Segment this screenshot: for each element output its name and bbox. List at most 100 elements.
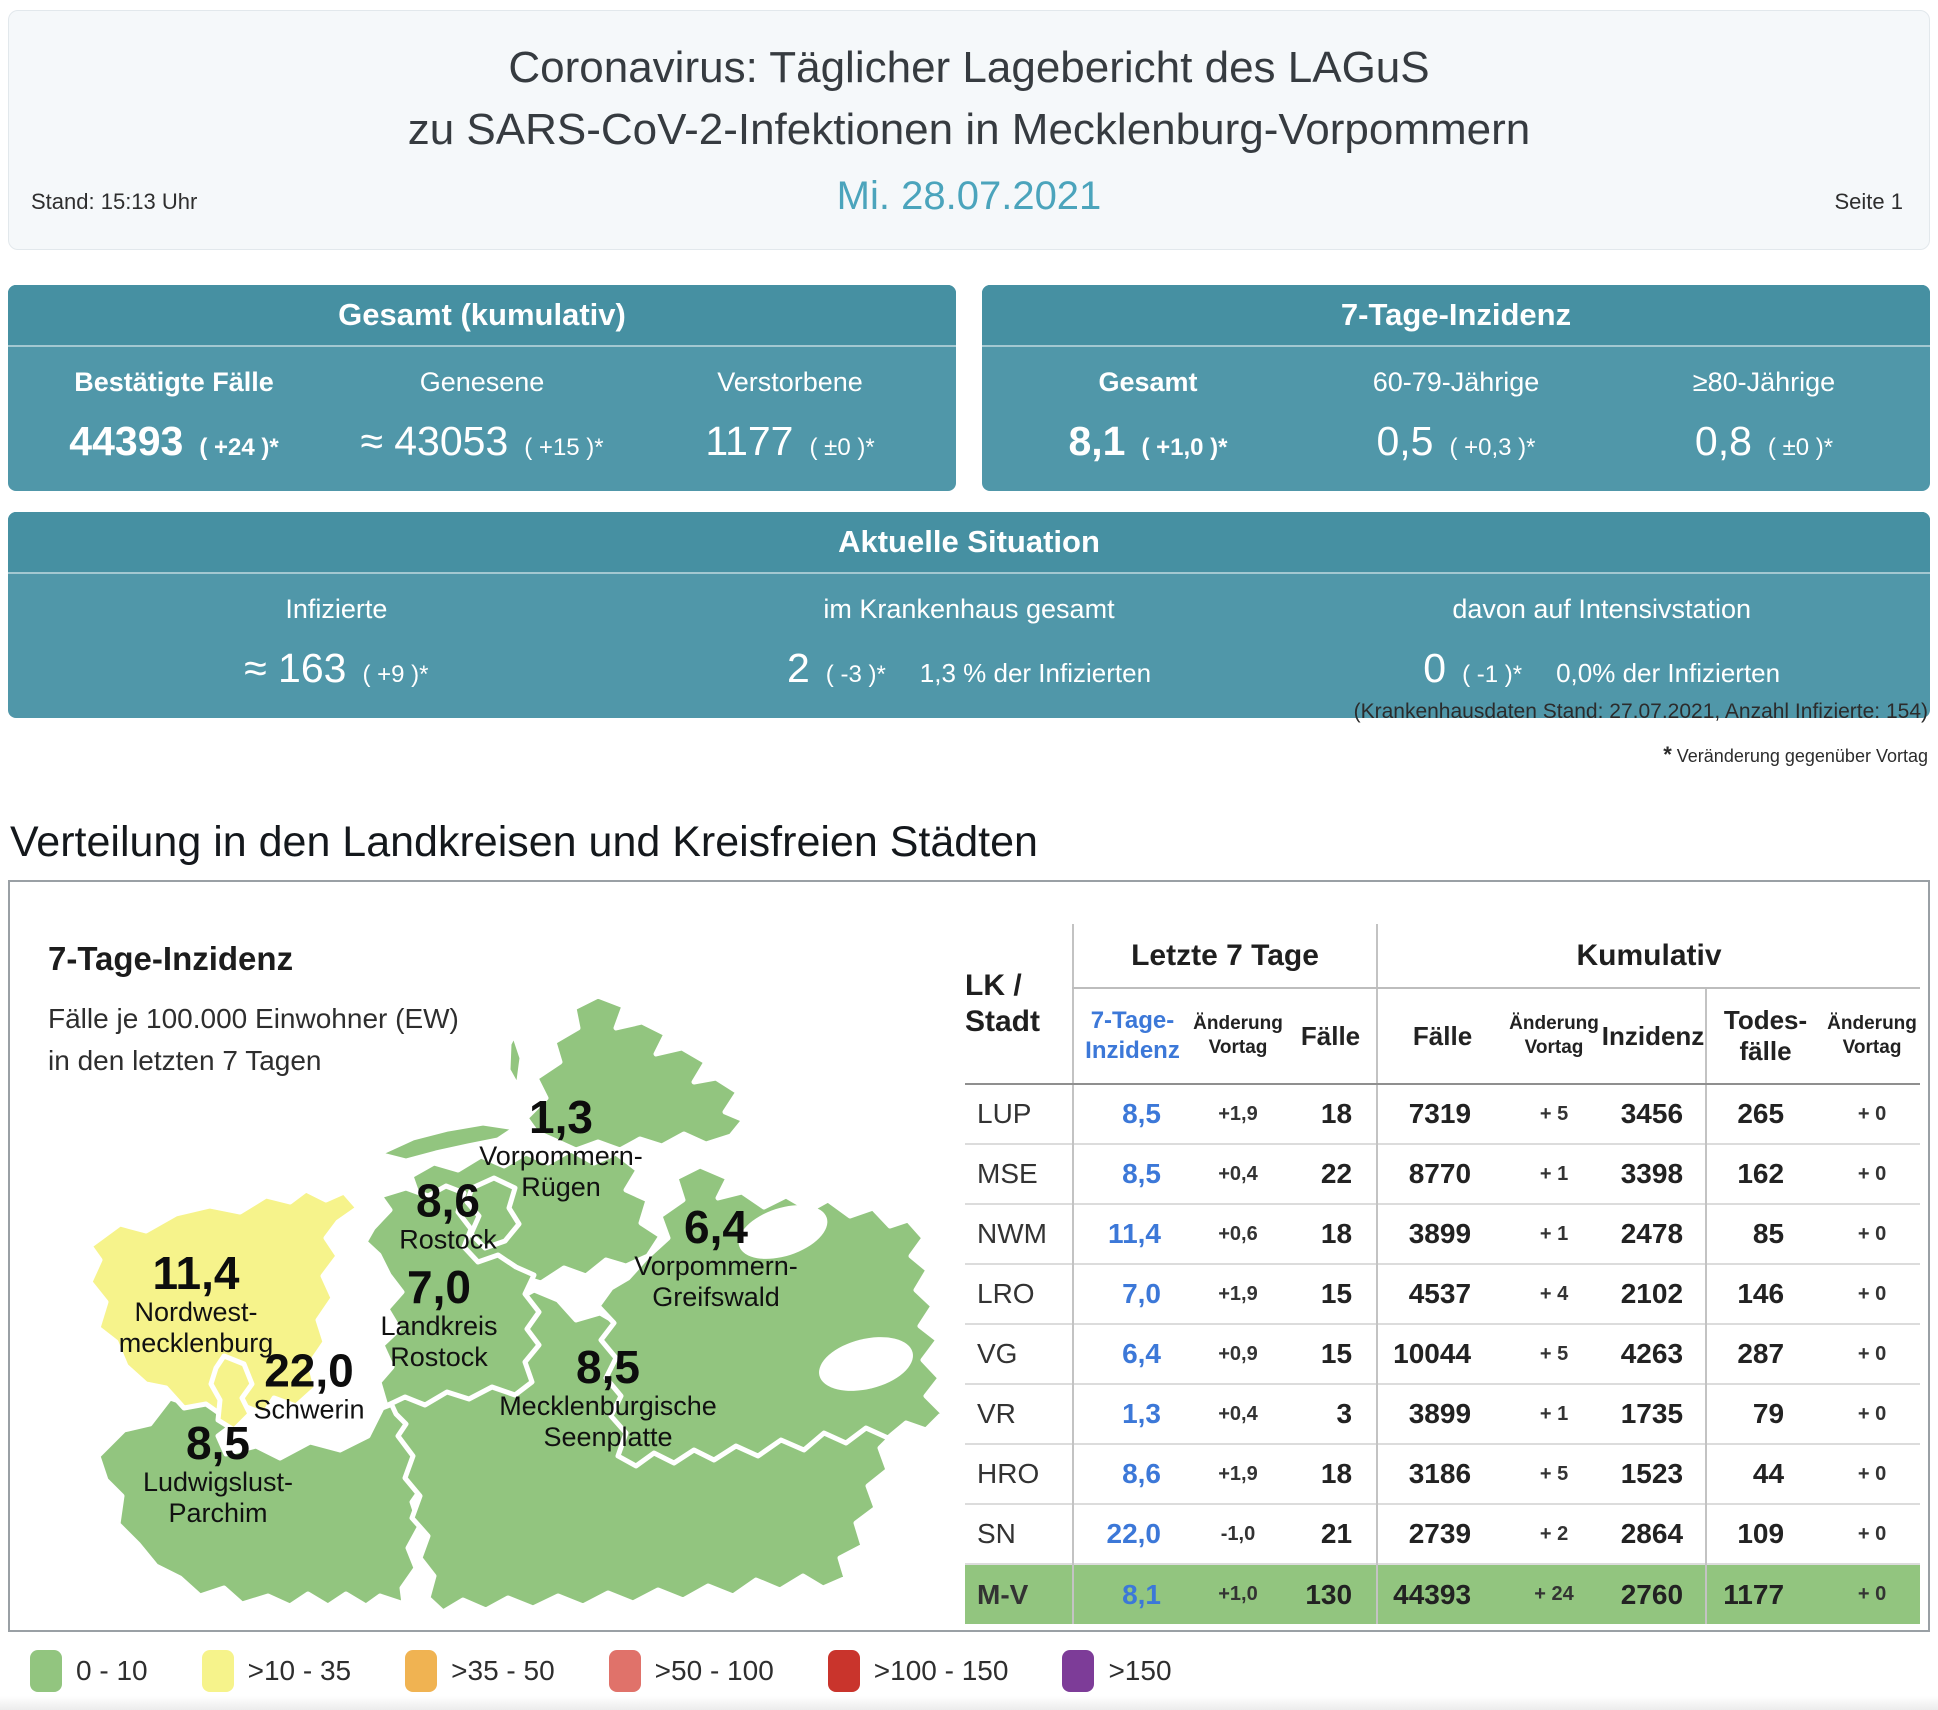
water-stettiner-haff	[819, 1337, 913, 1391]
stat-bestaetigte-faelle: Bestätigte Fälle 44393( +24 )*	[69, 367, 279, 464]
cell-incidence: 2478	[1620, 1218, 1684, 1249]
region-ruegen-island	[523, 993, 747, 1153]
col-header-todesfaelle: Todes- fälle	[1705, 988, 1825, 1085]
map-title: 7-Tage-Inzidenz	[48, 940, 294, 977]
cell-inz7: 6,4	[1072, 1324, 1191, 1384]
cell-chg7: +0,9	[1218, 1342, 1258, 1365]
table-row: MSE 8,5 +0,4 22 8770 + 1 3398 162 + 0	[965, 1144, 1921, 1204]
stat-inzidenz-60-79: 60-79-Jährige 0,5( +0,3 )*	[1372, 367, 1540, 464]
legend-item: >50 - 100	[608, 1650, 774, 1692]
cell-inz7: 1,3	[1072, 1384, 1191, 1444]
aktuelle-situation-card: Aktuelle Situation Infizierte ≈ 163( +9 …	[8, 512, 1930, 718]
cell-deaths: 287	[1705, 1324, 1825, 1384]
cell-chg7: +0,4	[1218, 1162, 1258, 1185]
legend-label: 0 - 10	[76, 1655, 148, 1686]
cell-region: NWM	[977, 1218, 1047, 1249]
legend-label: >35 - 50	[451, 1655, 555, 1686]
cell-inz7: 22,0	[1072, 1504, 1191, 1564]
cell-chg7: +1,0	[1218, 1583, 1258, 1605]
cell-cases7: 18	[1320, 1098, 1353, 1129]
cell-incidence: 3456	[1620, 1098, 1684, 1129]
cell-inz7: 8,6	[1072, 1444, 1191, 1504]
gesamt-card-title: Gesamt (kumulativ)	[8, 285, 956, 347]
cell-chg7: -1,0	[1220, 1522, 1256, 1545]
section-title: Verteilung in den Landkreisen und Kreisf…	[10, 818, 1038, 866]
cell-chg: + 1	[1539, 1162, 1569, 1185]
stand-timestamp: Stand: 15:13 Uhr	[31, 189, 198, 214]
cell-cases: 44393	[1376, 1564, 1508, 1624]
cell-chg7: +1,9	[1218, 1282, 1258, 1305]
cell-deaths: 79	[1705, 1384, 1825, 1444]
sieben-tage-inzidenz-card: 7-Tage-Inzidenz Gesamt 8,1( +1,0 )* 60-7…	[982, 285, 1930, 491]
title-line-1: Coronavirus: Täglicher Lagebericht des L…	[508, 43, 1430, 92]
col-header-faelle-kumulativ: Fälle	[1376, 988, 1508, 1085]
cell-incidence: 1523	[1620, 1458, 1684, 1489]
cell-region: SN	[977, 1518, 1016, 1549]
table-row: HRO 8,6 +1,9 18 3186 + 5 1523 44 + 0	[965, 1444, 1921, 1504]
map-svg	[87, 993, 946, 1615]
region-landkreis-rostock	[362, 1183, 542, 1409]
stat-intensivstation: davon auf Intensivstation 0( -1 )* 0,0% d…	[1423, 594, 1781, 691]
cell-cases: 3899	[1376, 1204, 1508, 1264]
district-table-area: LK / Stadt Letzte 7 Tage Kumulativ 7-Tag…	[965, 924, 1922, 1624]
legend-item: >100 - 150	[827, 1650, 1009, 1692]
legend-item: 0 - 10	[30, 1650, 148, 1692]
report-date: Mi. 28.07.2021	[836, 174, 1102, 218]
cell-cases7: 18	[1320, 1218, 1353, 1249]
cell-deaths: 162	[1705, 1144, 1825, 1204]
table-row-total: M-V 8,1 +1,0 130 44393 + 24 2760 1177 + 0	[965, 1564, 1921, 1624]
cell-cases: 8770	[1376, 1144, 1508, 1204]
col-header-region: LK / Stadt	[965, 924, 1073, 1085]
cell-incidence: 3398	[1620, 1158, 1684, 1189]
cell-chg: + 5	[1539, 1102, 1569, 1125]
table-row: VG 6,4 +0,9 15 10044 + 5 4263 287 + 0	[965, 1324, 1921, 1384]
cell-chg: + 24	[1534, 1583, 1574, 1605]
cell-chg: + 1	[1539, 1402, 1569, 1425]
cell-cases7: 22	[1320, 1158, 1353, 1189]
cell-incidence: 4263	[1620, 1338, 1684, 1369]
cell-cases7: 21	[1320, 1518, 1353, 1549]
cell-chg7: +0,4	[1218, 1402, 1258, 1425]
cell-chg_deaths: + 0	[1857, 1222, 1887, 1245]
cell-region: VG	[977, 1338, 1018, 1369]
table-row: LUP 8,5 +1,9 18 7319 + 5 3456 265 + 0	[965, 1084, 1921, 1144]
cell-chg_deaths: + 0	[1857, 1522, 1887, 1545]
title-line-2: zu SARS-CoV-2-Infektionen in Mecklenburg…	[407, 105, 1531, 154]
cell-cases7: 15	[1320, 1338, 1353, 1369]
cell-incidence: 2864	[1620, 1518, 1684, 1549]
region-schwerin	[208, 1353, 255, 1433]
inzidenz-card-title: 7-Tage-Inzidenz	[982, 285, 1930, 347]
group-header-kumulativ: Kumulativ	[1376, 924, 1921, 989]
cell-region: HRO	[977, 1458, 1040, 1489]
cell-chg: + 4	[1539, 1282, 1569, 1305]
legend-item: >150	[1062, 1650, 1172, 1692]
page-title: Coronavirus: Täglicher Lagebericht des L…	[9, 37, 1929, 161]
cell-region: VR	[977, 1398, 1016, 1429]
cell-inz7: 7,0	[1072, 1264, 1191, 1324]
cell-chg7: +1,9	[1218, 1102, 1258, 1125]
cell-inz7: 8,1	[1072, 1564, 1191, 1624]
cell-region: MSE	[977, 1158, 1038, 1189]
legend-swatch	[30, 1650, 62, 1692]
gesamt-kumulativ-card: Gesamt (kumulativ) Bestätigte Fälle 4439…	[8, 285, 956, 491]
region-vorpommern-greifswald	[595, 1163, 946, 1469]
legend-label: >150	[1108, 1655, 1172, 1686]
cell-chg: + 5	[1539, 1462, 1569, 1485]
cell-chg_deaths: + 0	[1857, 1282, 1887, 1305]
footnote-change: * Veränderung gegenüber Vortag	[1663, 742, 1928, 767]
cell-cases7: 130	[1305, 1578, 1353, 1610]
cell-chg_deaths: + 0	[1857, 1342, 1887, 1365]
legend-item: >10 - 35	[201, 1650, 352, 1692]
summary-cards-row: Gesamt (kumulativ) Bestätigte Fälle 4439…	[8, 285, 1930, 491]
region-darss-peninsula	[375, 1120, 519, 1164]
legend-label: >10 - 35	[247, 1655, 352, 1686]
cell-region: LRO	[977, 1278, 1035, 1309]
mv-district-map: 1,3 Vorpommern- Rügen 8,6 Rostock 7,0 La…	[28, 936, 960, 1628]
legend-label: >100 - 150	[873, 1655, 1009, 1686]
region-rostock-stadt	[464, 1175, 522, 1251]
region-nordwestmecklenburg	[87, 1187, 361, 1421]
table-row: VR 1,3 +0,4 3 3899 + 1 1735 79 + 0	[965, 1384, 1921, 1444]
water-greifswalder-bodden	[738, 1205, 828, 1259]
cell-chg: + 2	[1539, 1522, 1569, 1545]
col-header-aenderung-vortag-7t: Änderung Vortag	[1191, 988, 1285, 1085]
